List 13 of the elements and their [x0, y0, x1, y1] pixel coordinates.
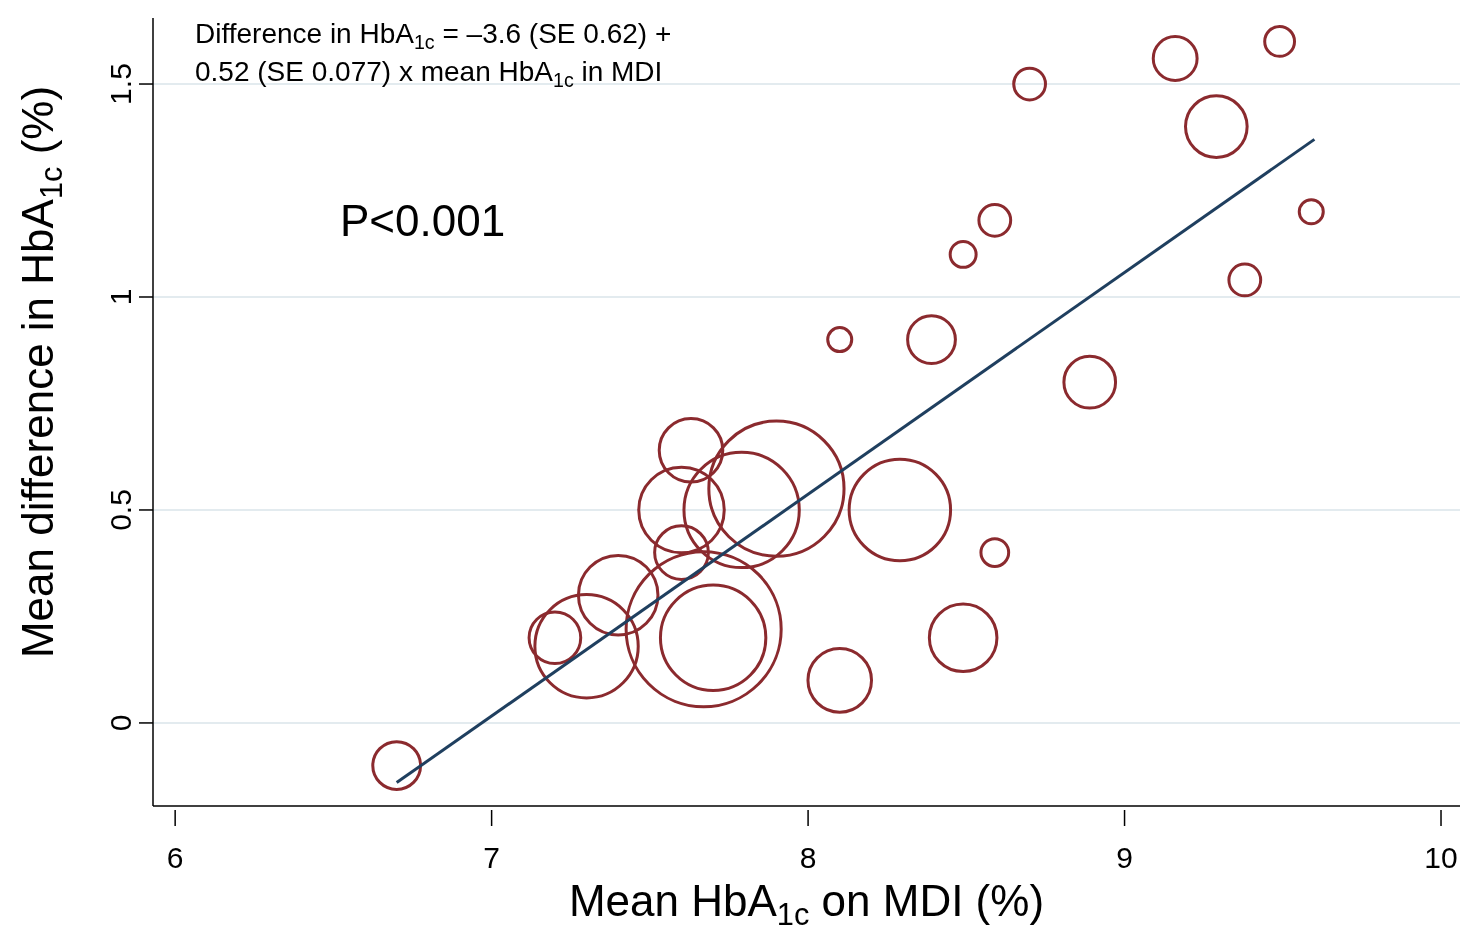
y-tick-label: 1.5	[104, 63, 137, 105]
annotation: 0.52 (SE 0.077) x mean HbA$_{1c}$ in MDI	[195, 56, 663, 91]
x-tick-label: 9	[1116, 841, 1133, 874]
y-tick-label: 0	[104, 714, 137, 732]
x-axis-title: Mean HbA$_{1c}$ on MDI (%)	[568, 876, 1045, 933]
x-tick-label: 6	[166, 841, 184, 874]
y-tick-label: 0.5	[104, 489, 137, 531]
x-tick-label: 8	[799, 841, 817, 874]
annotation: P<0.001	[340, 196, 506, 245]
y-tick-label: 1	[104, 288, 137, 306]
x-tick-label: 7	[483, 841, 500, 874]
annotation: Difference in HbA$_{1c}$ = –3.6 (SE 0.62) +	[195, 18, 672, 53]
x-tick-label: 10	[1424, 841, 1458, 874]
